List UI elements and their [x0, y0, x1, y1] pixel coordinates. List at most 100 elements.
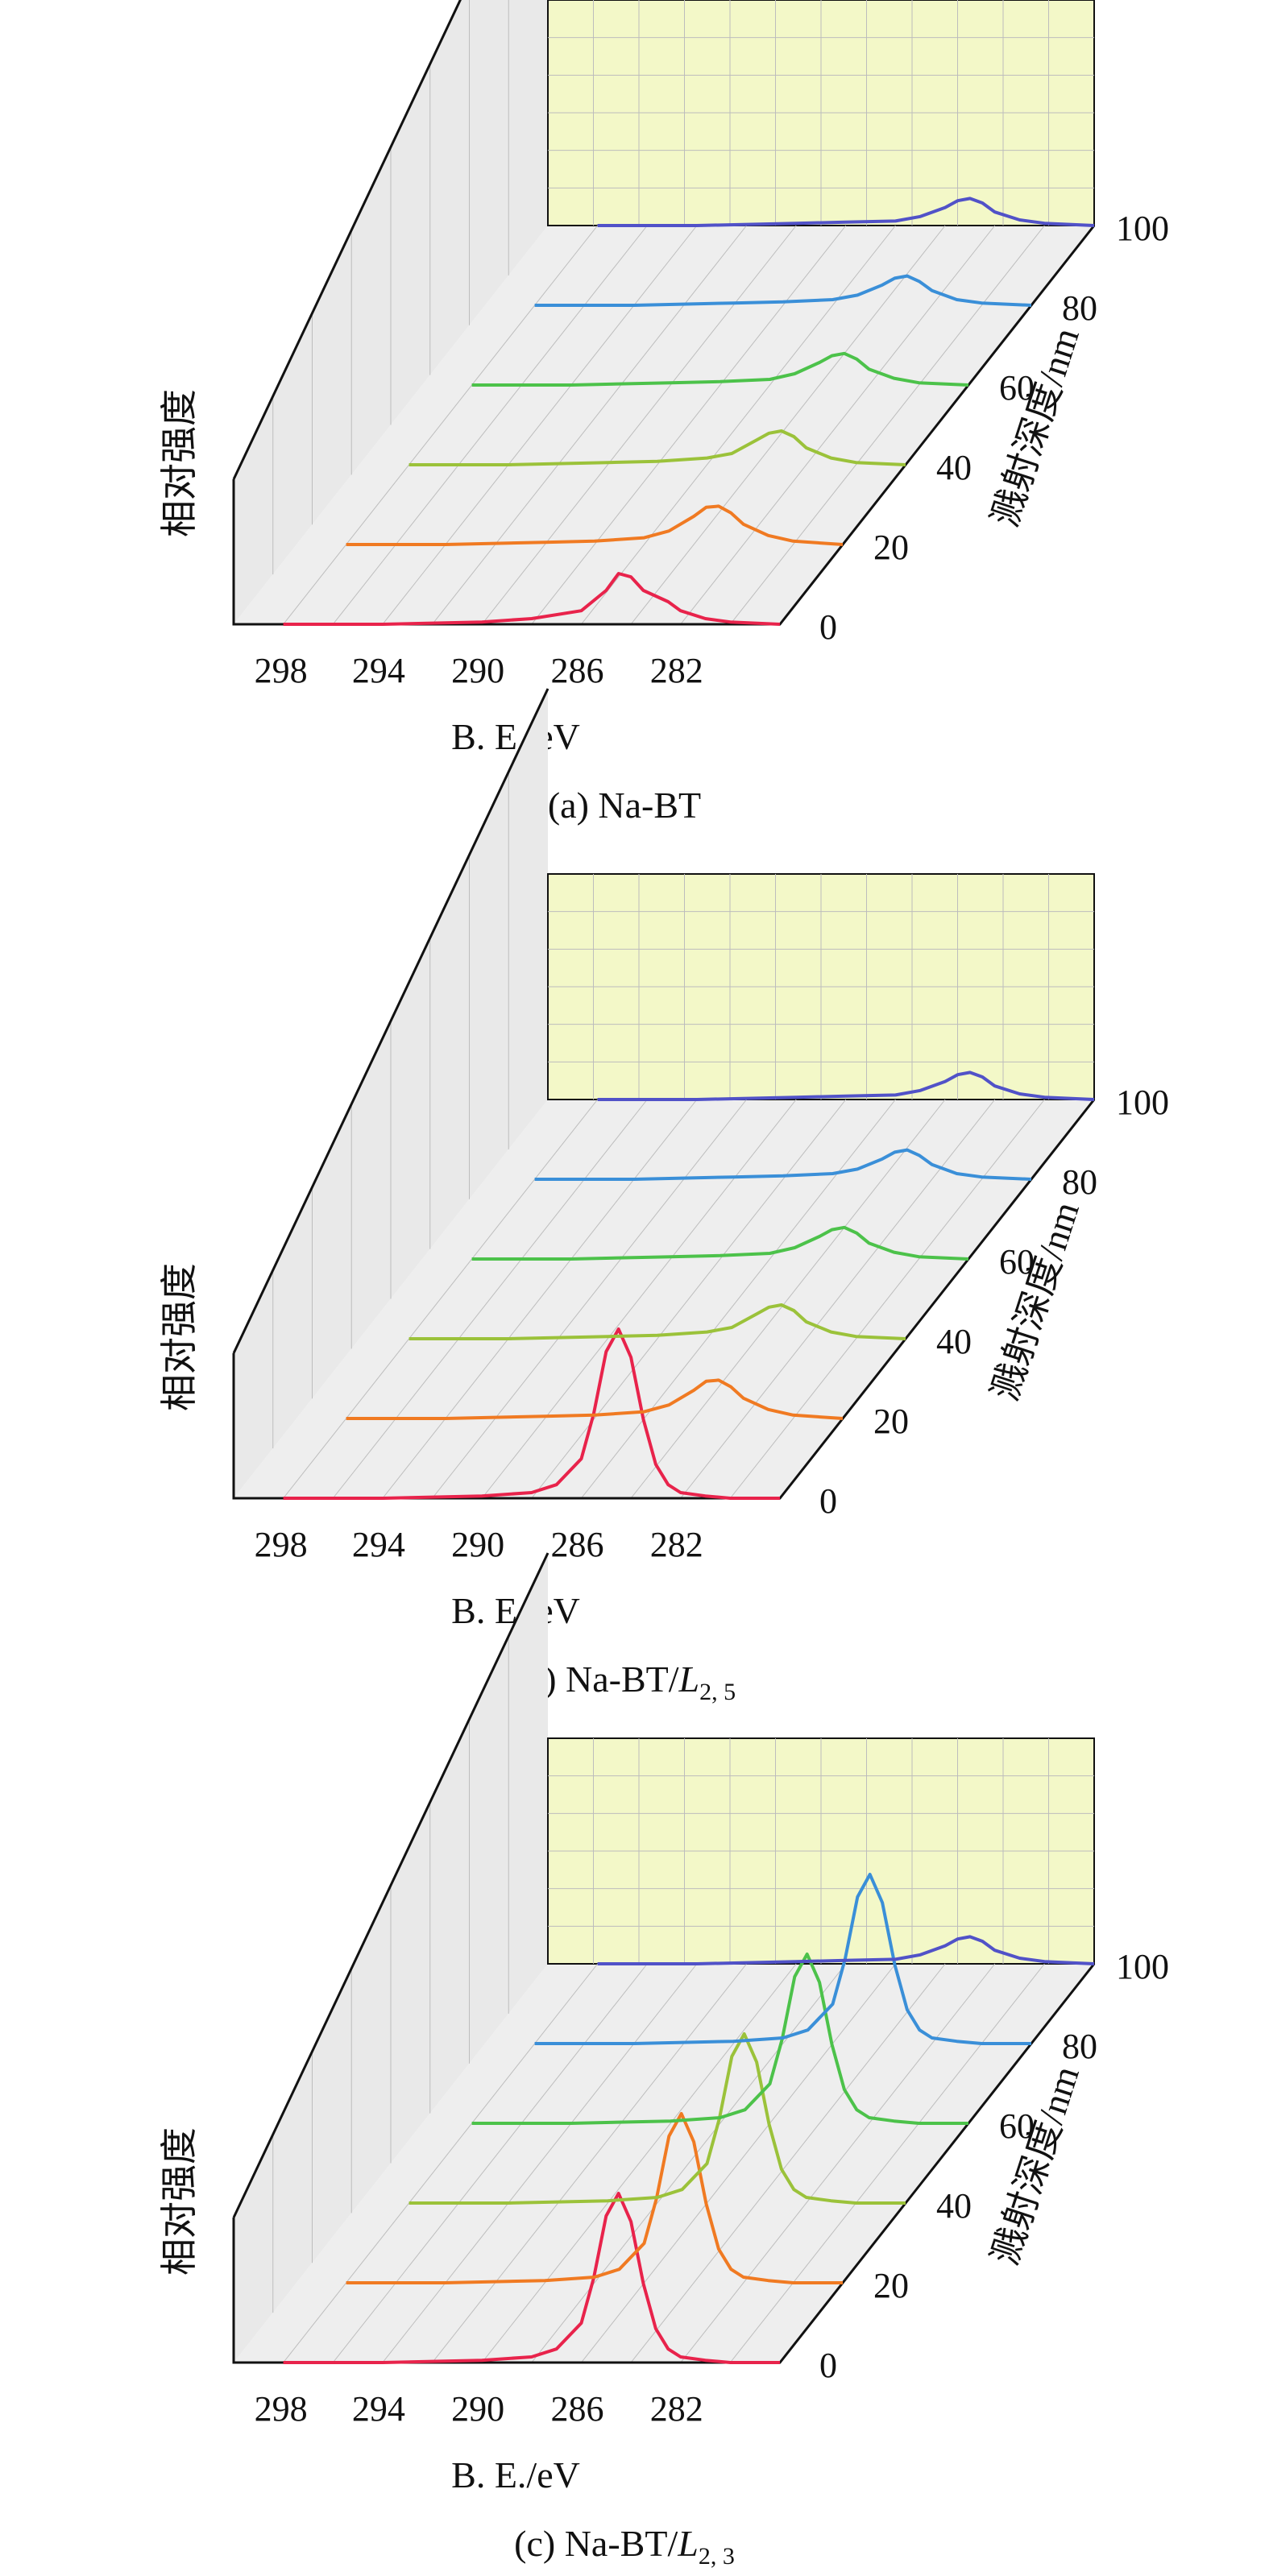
depth-tick-label: 80 [1062, 1162, 1097, 1202]
x-tick-label: 298 [255, 651, 308, 690]
depth-tick-label: 0 [819, 607, 837, 647]
depth-tick-label: 60 [999, 1242, 1035, 1282]
axis-frame [232, 1099, 1096, 1500]
floor-gridline [432, 1099, 747, 1499]
series-line-depth-20 [346, 1378, 844, 1420]
floor-gridline [581, 225, 896, 625]
depth-tick-label: 60 [999, 2106, 1035, 2146]
panel-caption: (c) Na-BT/L2, 3 [514, 2523, 735, 2570]
depth-tick-label: 100 [1116, 1947, 1169, 1986]
chart-panel-2: 298 294 290 286 282 0 20 40 60 80 100 B. E./eV 相对强度 溅… [159, 688, 1169, 1705]
floor-gridline [382, 1099, 698, 1499]
series-line-depth-0 [283, 2192, 780, 2364]
series-line-depth-20 [346, 2112, 843, 2284]
depth-axis-title: 溅射深度/nm [985, 1197, 1088, 1406]
series-line-depth-80 [534, 274, 1032, 307]
axis-frame [232, 1963, 1096, 2364]
series-line-depth-100 [597, 1071, 1095, 1101]
floor-gridline [432, 225, 747, 625]
depth-axis-title: 溅射深度/nm [985, 323, 1088, 532]
x-tick-label: 282 [650, 651, 703, 690]
depth-tick-label: 80 [1062, 288, 1097, 328]
floor-gridline [630, 1963, 946, 2363]
depth-tick-label: 20 [873, 2266, 909, 2305]
floor-gridline [283, 1963, 599, 2363]
x-axis-title: B. E./eV [451, 716, 580, 757]
chart-panel-1: 298 294 290 286 282 0 20 40 60 80 100 B. E./eV 相对强度 溅… [159, 0, 1169, 826]
x-tick-label: 298 [255, 1525, 308, 1564]
floor-gridline [729, 1963, 1045, 2363]
series-line-depth-60 [471, 351, 969, 387]
x-tick-label: 286 [550, 651, 603, 690]
series-line-depth-40 [408, 2032, 906, 2205]
floor-gridline [531, 225, 847, 625]
floor-gridline [481, 225, 797, 625]
x-tick-label: 282 [650, 1525, 703, 1564]
depth-tick-label: 0 [819, 2346, 837, 2385]
depth-tick-label: 80 [1062, 2027, 1097, 2066]
depth-tick-label: 60 [999, 368, 1035, 408]
floor-gridline [630, 1099, 946, 1499]
x-tick-label: 286 [550, 2389, 603, 2429]
floor-gridline [680, 225, 996, 625]
series-line-depth-0 [283, 572, 781, 626]
series-line-depth-100 [597, 1935, 1095, 1965]
floor-plane [234, 226, 1094, 624]
series-line-depth-60 [471, 1953, 968, 2125]
series-line-depth-60 [471, 1225, 969, 1261]
x-tick-label: 294 [352, 2389, 405, 2429]
depth-tick-label: 20 [873, 528, 909, 567]
y-axis-title: 相对强度 [159, 2127, 200, 2276]
floor-gridline [481, 1963, 797, 2363]
depth-axis-title: 溅射深度/nm [985, 2061, 1088, 2270]
floor-gridline [283, 225, 599, 625]
depth-tick-label: 40 [936, 448, 972, 487]
series-line-depth-40 [408, 429, 906, 466]
panel-caption: (a) Na-BT [548, 785, 701, 826]
floor-gridline [332, 225, 648, 625]
floor-plane [234, 1100, 1094, 1498]
floor-gridline [531, 1963, 847, 2363]
x-tick-label: 298 [255, 2389, 308, 2429]
series-line-depth-0 [283, 1327, 780, 1500]
series-line-depth-80 [534, 1873, 1031, 2045]
axis-frame [232, 225, 1096, 626]
x-tick-label: 282 [650, 2389, 703, 2429]
floor-gridline [332, 1963, 648, 2363]
axis-frame-top [232, 688, 549, 1354]
floor-gridline [332, 1099, 648, 1499]
x-tick-label: 290 [451, 651, 504, 690]
depth-tick-label: 100 [1116, 1083, 1169, 1122]
floor-gridline [481, 1099, 797, 1499]
x-tick-label: 290 [451, 1525, 504, 1564]
series-line-depth-20 [346, 504, 844, 546]
depth-tick-label: 40 [936, 1322, 972, 1361]
axis-frame-top [232, 1552, 549, 2218]
chart-panel-3: 298 294 290 286 282 0 20 40 60 80 100 B. E./eV 相对强度 溅… [159, 1552, 1169, 2570]
floor-gridline [432, 1963, 747, 2363]
depth-tick-label: 20 [873, 1402, 909, 1441]
floor-gridline [581, 1963, 896, 2363]
axis-frame-top [232, 0, 462, 480]
floor-gridline [680, 1963, 996, 2363]
series-line-depth-100 [597, 197, 1095, 227]
x-tick-label: 290 [451, 2389, 504, 2429]
floor-gridline [581, 1099, 896, 1499]
x-axis-title: B. E./eV [451, 2454, 580, 2495]
floor-gridline [382, 1963, 698, 2363]
floor-gridline [729, 225, 1045, 625]
series-line-depth-80 [534, 1148, 1032, 1181]
floor-gridline [729, 1099, 1045, 1499]
x-tick-label: 294 [352, 651, 405, 690]
series-line-depth-40 [408, 1303, 906, 1340]
depth-tick-label: 100 [1116, 209, 1169, 248]
depth-tick-label: 40 [936, 2186, 972, 2226]
x-tick-label: 286 [550, 1525, 603, 1564]
floor-gridline [382, 225, 698, 625]
y-axis-title: 相对强度 [159, 1263, 200, 1411]
floor-gridline [630, 225, 946, 625]
floor-gridline [531, 1099, 847, 1499]
x-tick-label: 294 [352, 1525, 405, 1564]
y-axis-title: 相对强度 [159, 389, 200, 537]
